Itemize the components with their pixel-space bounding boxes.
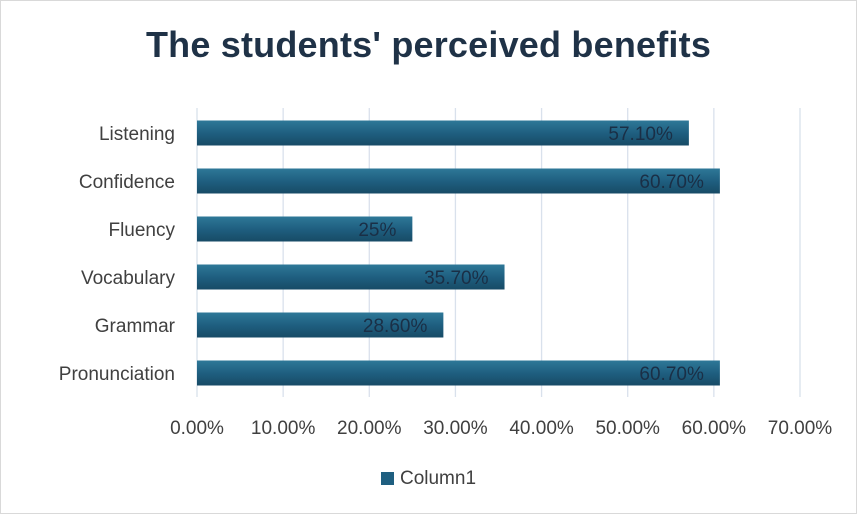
bars bbox=[197, 120, 720, 386]
category-label: Pronunciation bbox=[59, 364, 175, 385]
x-tick-labels: 0.00% 10.00% 20.00% 30.00% 40.00% 50.00% 60.00… bbox=[170, 418, 832, 439]
category-label: Grammar bbox=[95, 316, 176, 337]
gridlines bbox=[196, 108, 801, 397]
bar bbox=[197, 216, 413, 242]
chart-title: The students' perceived benefits bbox=[145, 24, 712, 65]
legend: Column1 bbox=[0, 468, 857, 490]
data-label: 28.60% bbox=[363, 316, 428, 337]
category-label: Vocabulary bbox=[81, 268, 176, 289]
bar bbox=[197, 264, 505, 290]
x-tick-label: 0.00% bbox=[170, 418, 224, 439]
data-label: 57.10% bbox=[608, 124, 673, 145]
x-tick-label: 50.00% bbox=[595, 418, 660, 439]
x-tick-label: 20.00% bbox=[337, 418, 402, 439]
data-label: 25% bbox=[358, 220, 396, 241]
bar bbox=[197, 168, 720, 194]
legend-label: Column1 bbox=[399, 468, 477, 489]
bar bbox=[197, 312, 444, 338]
category-label: Confidence bbox=[79, 172, 175, 193]
data-label: 60.70% bbox=[639, 172, 704, 193]
legend-swatch bbox=[380, 472, 394, 485]
bar bbox=[197, 120, 689, 146]
data-label: 60.70% bbox=[639, 364, 704, 385]
data-label: 35.70% bbox=[424, 268, 489, 289]
x-tick-label: 60.00% bbox=[682, 418, 747, 439]
x-tick-label: 40.00% bbox=[509, 418, 574, 439]
category-label: Listening bbox=[99, 124, 175, 145]
x-tick-label: 70.00% bbox=[768, 418, 833, 439]
category-label: Fluency bbox=[108, 220, 175, 241]
category-labels: Listening Confidence Fluency Vocabulary Gram… bbox=[59, 124, 176, 385]
bar bbox=[197, 360, 720, 386]
x-tick-label: 10.00% bbox=[251, 418, 316, 439]
x-tick-label: 30.00% bbox=[423, 418, 488, 439]
data-labels: 57.10% 60.70% 25% 35.70% 28.60% 60.70% bbox=[358, 124, 704, 385]
